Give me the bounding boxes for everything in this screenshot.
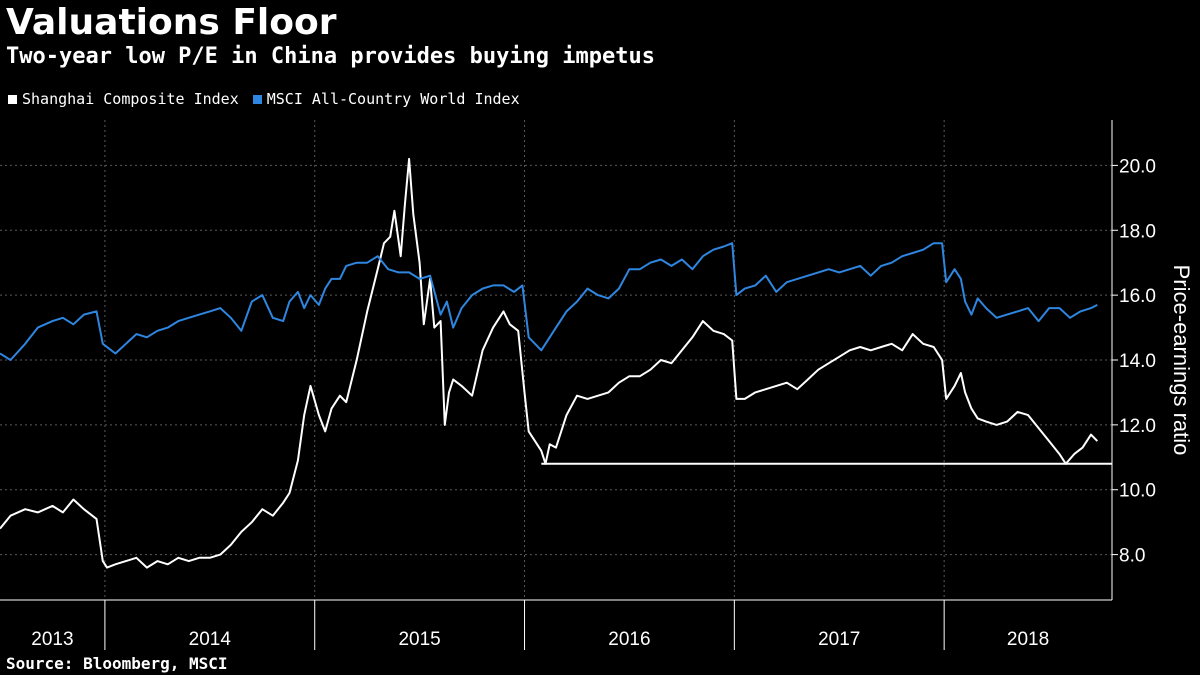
x-tick-label: 2014 [189,629,232,650]
x-tick-label: 2013 [31,629,73,650]
legend: Shanghai Composite Index MSCI All-Countr… [8,90,534,108]
legend-label-msci: MSCI All-Country World Index [266,90,520,108]
chart-title: Valuations Floor [6,2,337,43]
x-tick-label: 2016 [608,629,650,650]
y-tick-label: 18.0 [1119,221,1156,242]
y-tick-label: 10.0 [1119,481,1156,502]
x-tick-label: 2017 [818,629,860,650]
series-line-shanghai [0,157,1099,569]
x-tick-label: 2018 [1007,629,1049,650]
series-line-msci [0,242,1098,361]
legend-item-msci: MSCI All-Country World Index [252,90,520,108]
y-tick-label: 20.0 [1119,156,1156,177]
source-note: Source: Bloomberg, MSCI [6,654,228,673]
chart-subtitle: Two-year low P/E in China provides buyin… [6,44,656,69]
legend-label-shanghai: Shanghai Composite Index [22,90,239,108]
y-tick-label: 16.0 [1119,286,1156,307]
legend-item-shanghai: Shanghai Composite Index [8,90,239,108]
y-axis-title: Price-earnings ratio [1169,265,1194,456]
x-tick-label: 2015 [398,629,440,650]
legend-swatch-shanghai [8,94,17,104]
legend-swatch-msci [252,94,262,104]
y-tick-label: 14.0 [1119,351,1156,372]
y-tick-label: 12.0 [1119,416,1156,437]
y-tick-label: 8.0 [1119,546,1145,567]
